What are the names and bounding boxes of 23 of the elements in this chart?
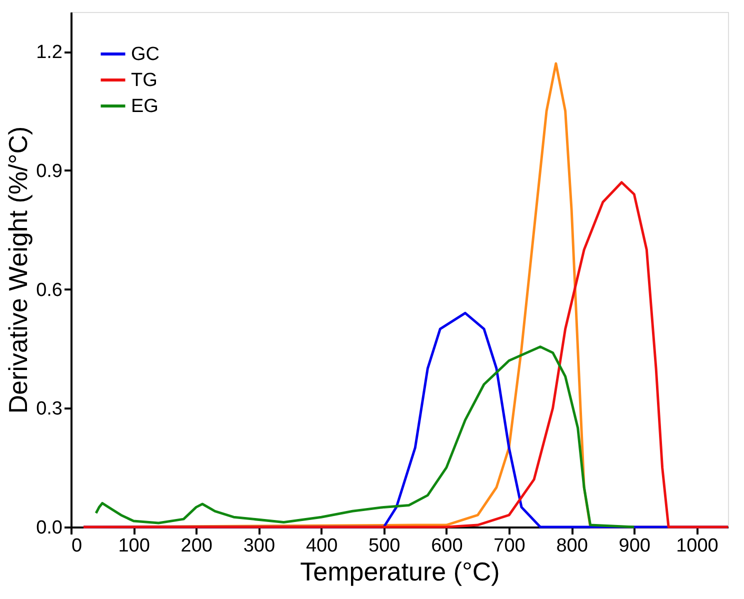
x-tick-label: 300 (243, 536, 276, 556)
legend-label: GC (131, 44, 160, 65)
x-tick-label: 100 (118, 536, 150, 556)
x-tick-label: 800 (556, 536, 588, 556)
y-tick-label: 0.9 (36, 160, 62, 182)
x-tick-label: 500 (368, 536, 400, 556)
x-tick-label: 700 (494, 536, 526, 556)
line-series (94, 346, 636, 528)
x-tick-label: 400 (306, 536, 338, 556)
legend-label: EG (131, 96, 158, 117)
y-tick-label: 0.6 (36, 280, 62, 301)
y-tick-label: 0.0 (36, 518, 62, 538)
y-tick-label: 0.3 (36, 398, 62, 420)
x-tick-label: 0 (72, 536, 82, 556)
legend-label: TG (131, 70, 158, 91)
x-axis-title: Temperature (°C) (300, 556, 500, 586)
x-tick-label: 1000 (676, 536, 718, 556)
y-tick-label: 1.2 (36, 42, 62, 64)
y-axis-title: Derivative Weight (%/°C) (3, 126, 34, 414)
line-series (82, 181, 730, 528)
x-tick-label: 600 (431, 536, 463, 556)
x-tick-label: 200 (180, 536, 212, 556)
x-tick-label: 900 (618, 536, 650, 556)
